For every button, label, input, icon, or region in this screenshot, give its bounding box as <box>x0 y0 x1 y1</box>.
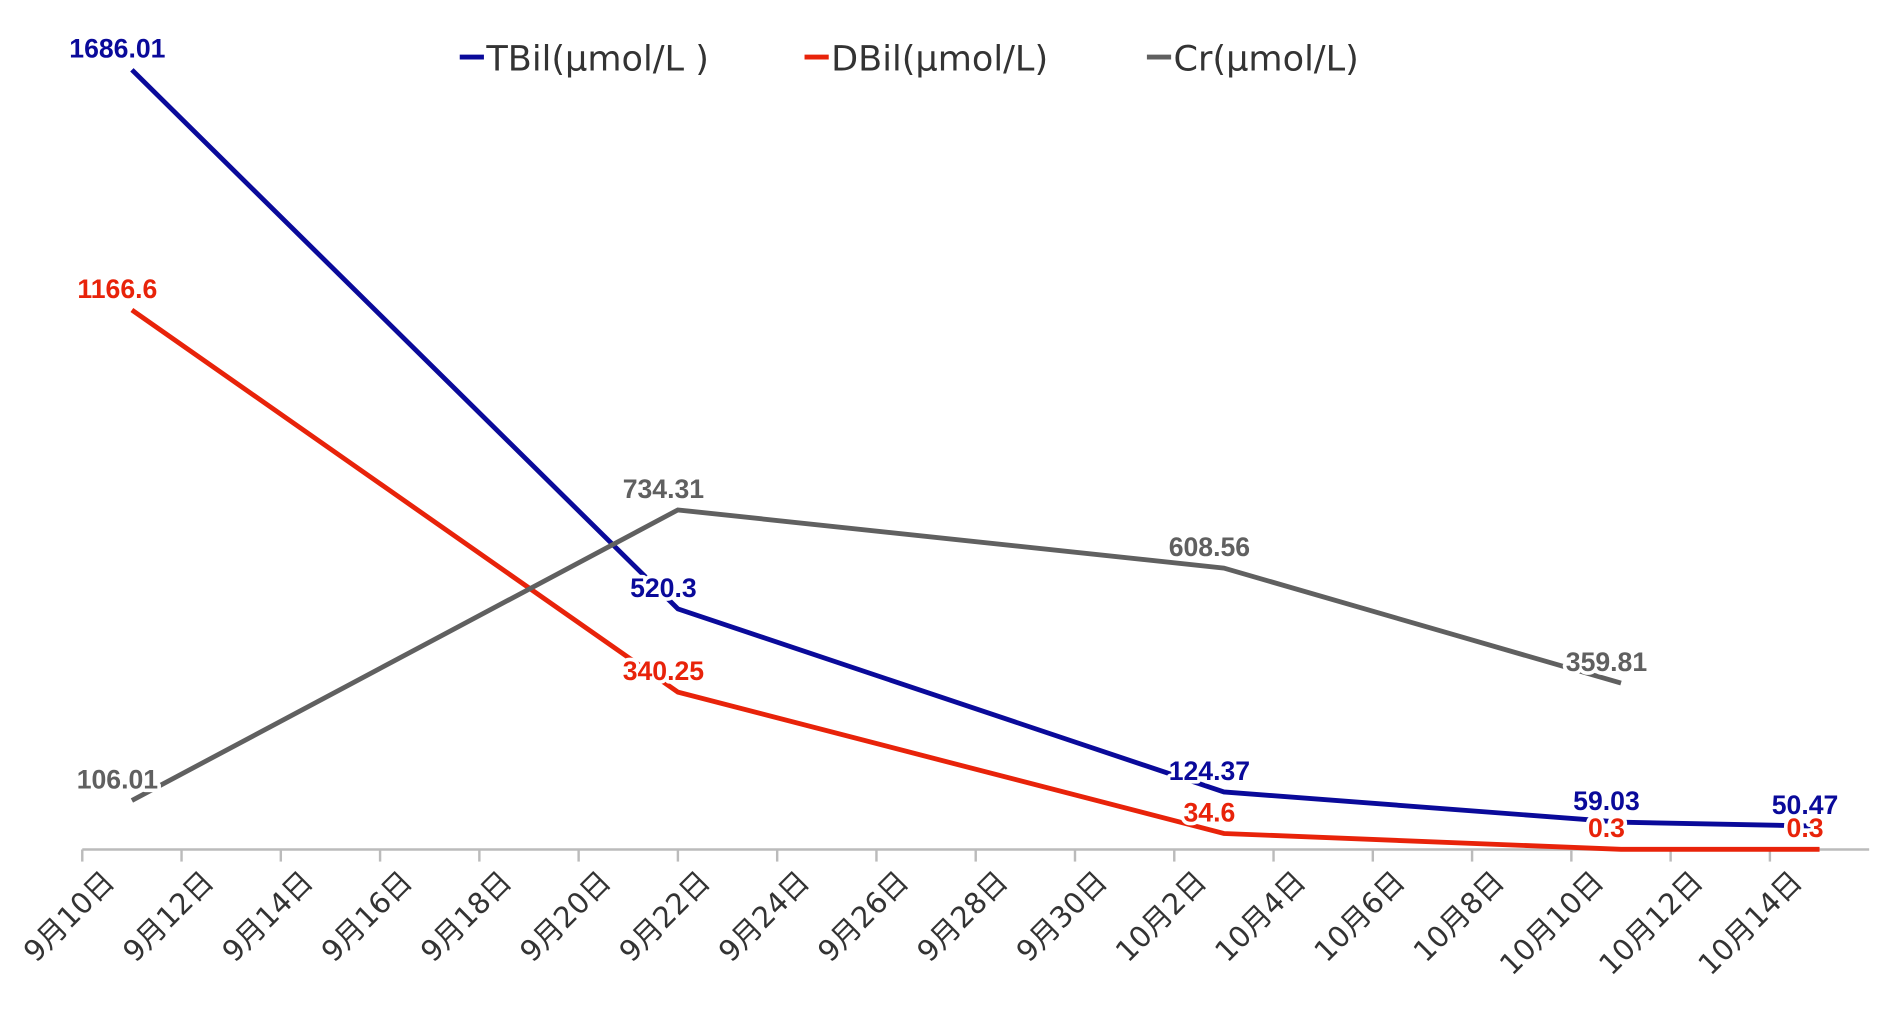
data-label: 1166.6 <box>77 274 157 304</box>
data-label: 359.81 <box>1566 647 1648 677</box>
data-label: 50.47 <box>1772 790 1839 820</box>
data-label: 608.56 <box>1169 532 1250 562</box>
data-label: 106.01 <box>77 764 159 794</box>
data-label: 124.37 <box>1169 756 1250 786</box>
series-line <box>130 68 1820 829</box>
data-label: 340.25 <box>623 656 705 686</box>
legend-label: DBil(μmol/L) <box>831 39 1048 80</box>
series-line <box>130 507 1622 803</box>
data-label: 0.3 <box>1787 813 1824 843</box>
data-label: 734.31 <box>623 474 705 504</box>
data-label: 1686.01 <box>69 34 165 64</box>
legend-label: TBil(μmol/L ) <box>485 39 709 80</box>
data-label: 59.03 <box>1573 786 1640 816</box>
series-line <box>130 308 1820 852</box>
data-label: 520.3 <box>630 573 697 603</box>
legend-label: Cr(μmol/L) <box>1174 39 1359 80</box>
data-label: 34.6 <box>1183 797 1235 827</box>
data-label: 0.3 <box>1588 813 1625 843</box>
